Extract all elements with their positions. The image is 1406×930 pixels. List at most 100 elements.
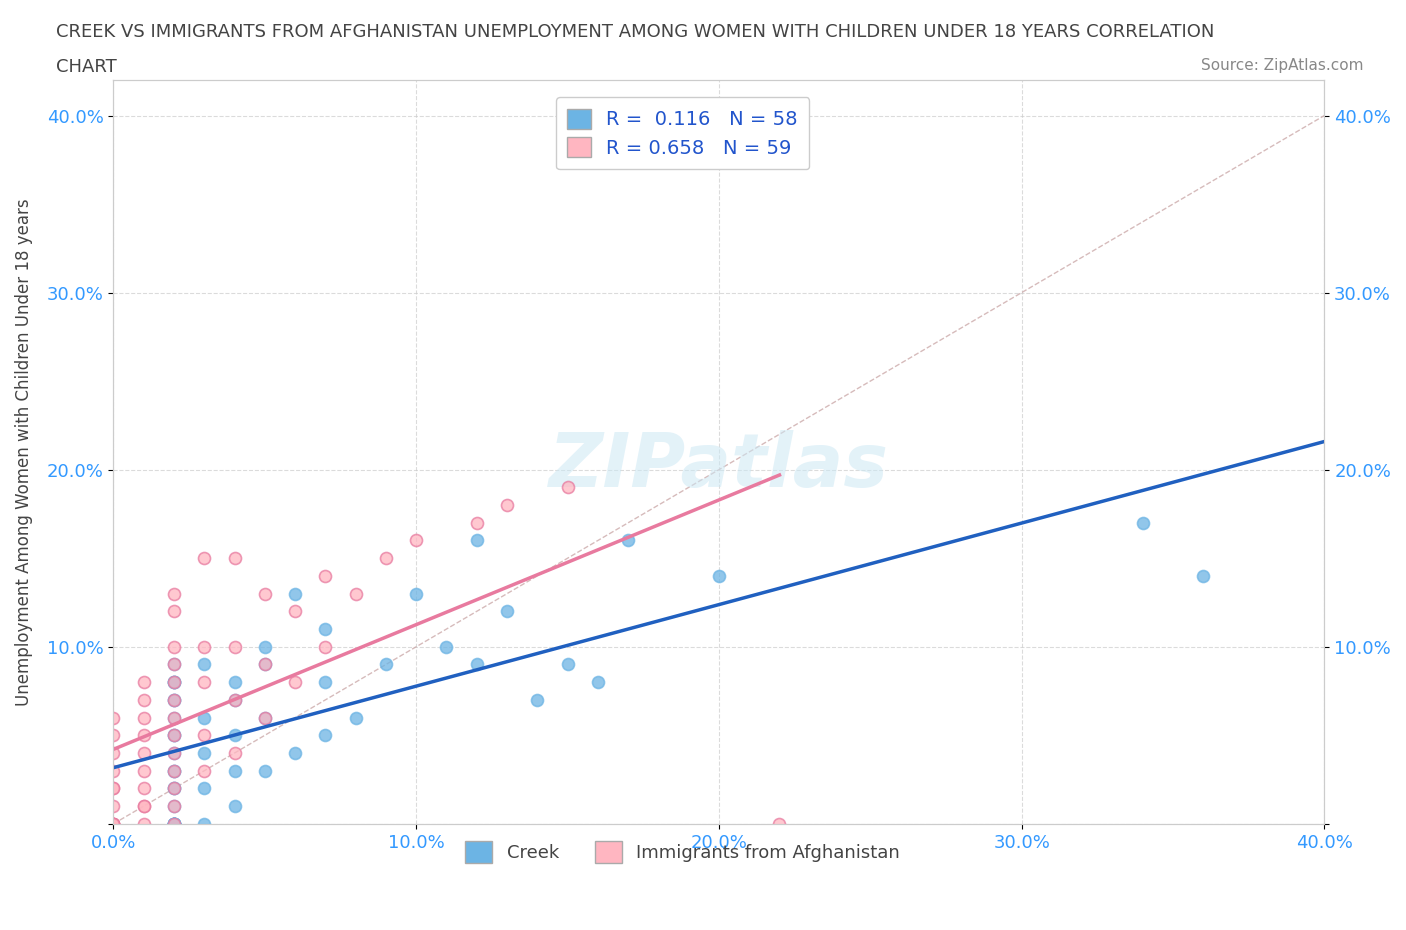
Point <box>1132 515 1154 530</box>
Point <box>344 586 367 601</box>
Point <box>163 817 186 831</box>
Point <box>193 551 215 565</box>
Point <box>163 781 186 796</box>
Point <box>253 711 276 725</box>
Point <box>163 675 186 690</box>
Point <box>405 586 427 601</box>
Point <box>224 799 246 814</box>
Point <box>224 693 246 708</box>
Point <box>163 728 186 743</box>
Point <box>163 781 186 796</box>
Point <box>193 746 215 761</box>
Point <box>224 639 246 654</box>
Point <box>163 693 186 708</box>
Point <box>103 711 125 725</box>
Point <box>132 764 155 778</box>
Point <box>103 817 125 831</box>
Point <box>163 711 186 725</box>
Point <box>253 657 276 671</box>
Point <box>193 639 215 654</box>
Point <box>163 728 186 743</box>
Point <box>163 799 186 814</box>
Point <box>163 693 186 708</box>
Point <box>163 764 186 778</box>
Point <box>768 817 790 831</box>
Point <box>163 657 186 671</box>
Point <box>163 728 186 743</box>
Point <box>132 799 155 814</box>
Point <box>617 533 640 548</box>
Point <box>163 817 186 831</box>
Point <box>103 817 125 831</box>
Point <box>163 817 186 831</box>
Point <box>253 639 276 654</box>
Point <box>163 657 186 671</box>
Point <box>163 781 186 796</box>
Point <box>224 675 246 690</box>
Point <box>163 675 186 690</box>
Point <box>557 480 579 495</box>
Point <box>132 728 155 743</box>
Point <box>314 568 336 583</box>
Point <box>163 817 186 831</box>
Point <box>163 639 186 654</box>
Text: CREEK VS IMMIGRANTS FROM AFGHANISTAN UNEMPLOYMENT AMONG WOMEN WITH CHILDREN UNDE: CREEK VS IMMIGRANTS FROM AFGHANISTAN UNE… <box>56 23 1215 41</box>
Legend: Creek, Immigrants from Afghanistan: Creek, Immigrants from Afghanistan <box>458 834 907 870</box>
Point <box>132 817 155 831</box>
Point <box>163 586 186 601</box>
Point <box>103 764 125 778</box>
Point <box>193 711 215 725</box>
Point <box>1192 568 1215 583</box>
Point <box>374 551 396 565</box>
Point <box>224 764 246 778</box>
Point <box>132 799 155 814</box>
Point <box>163 799 186 814</box>
Point <box>163 764 186 778</box>
Point <box>132 746 155 761</box>
Point <box>224 746 246 761</box>
Point <box>193 817 215 831</box>
Point <box>344 711 367 725</box>
Point <box>253 711 276 725</box>
Point <box>436 639 458 654</box>
Point <box>284 746 307 761</box>
Point <box>132 781 155 796</box>
Point <box>253 586 276 601</box>
Point <box>284 604 307 618</box>
Point <box>526 693 548 708</box>
Point <box>586 675 609 690</box>
Point <box>496 498 519 512</box>
Point <box>224 551 246 565</box>
Point <box>103 799 125 814</box>
Point <box>163 746 186 761</box>
Point <box>163 817 186 831</box>
Point <box>163 817 186 831</box>
Point <box>284 586 307 601</box>
Point <box>193 657 215 671</box>
Point <box>224 693 246 708</box>
Point <box>163 817 186 831</box>
Point <box>253 657 276 671</box>
Point <box>314 728 336 743</box>
Point <box>163 764 186 778</box>
Point <box>132 693 155 708</box>
Point <box>496 604 519 618</box>
Text: Source: ZipAtlas.com: Source: ZipAtlas.com <box>1201 58 1364 73</box>
Point <box>163 675 186 690</box>
Text: CHART: CHART <box>56 58 117 75</box>
Point <box>314 675 336 690</box>
Point <box>193 675 215 690</box>
Point <box>314 621 336 636</box>
Point <box>465 533 488 548</box>
Point <box>465 515 488 530</box>
Point <box>163 675 186 690</box>
Point <box>103 817 125 831</box>
Point <box>103 746 125 761</box>
Point <box>132 711 155 725</box>
Point <box>557 657 579 671</box>
Text: ZIPatlas: ZIPatlas <box>548 431 889 503</box>
Point <box>707 568 730 583</box>
Point <box>253 764 276 778</box>
Point <box>193 728 215 743</box>
Point <box>163 746 186 761</box>
